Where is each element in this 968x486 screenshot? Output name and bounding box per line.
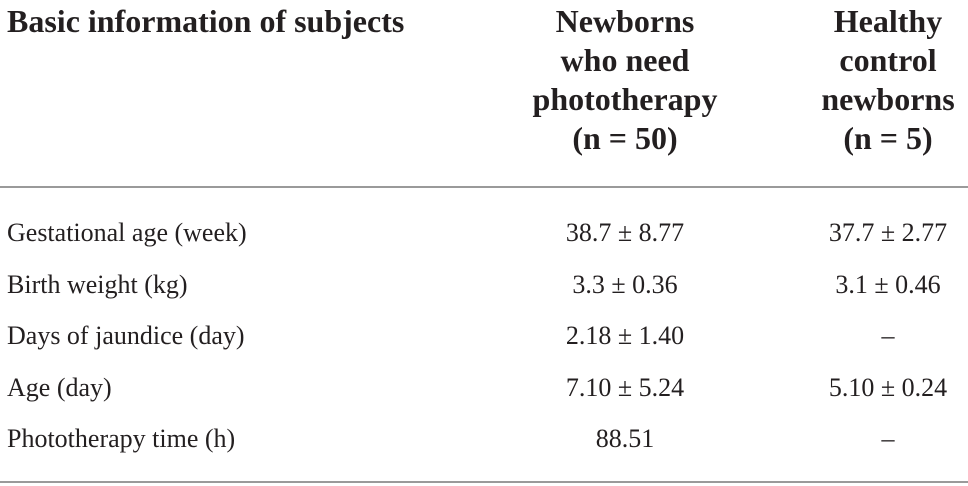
cell-value: 38.7 ± 8.77 — [565, 218, 685, 247]
cell-value: 2.18 ± 1.40 — [565, 321, 685, 350]
row-label: Age (day) — [7, 372, 112, 402]
header-line: control — [839, 42, 937, 78]
row-label: Phototherapy time (h) — [7, 424, 236, 453]
row-label: Birth weight (kg) — [7, 269, 188, 299]
cell-value: 7.10 ± 5.24 — [565, 372, 685, 402]
row-label: Days of jaundice (day) — [7, 321, 245, 350]
header-line: (n = 50) — [572, 120, 678, 156]
cell-value: 37.7 ± 2.77 — [828, 218, 948, 247]
cell-value: – — [881, 321, 895, 350]
header-line: phototherapy — [532, 81, 718, 117]
cell-value: 5.10 ± 0.24 — [828, 372, 948, 402]
header-column: Newborns who need phototherapy (n = 50) — [495, 2, 755, 158]
header-rule — [0, 186, 968, 188]
cell-value: 88.51 — [595, 424, 655, 453]
header-line: (n = 5) — [843, 120, 933, 156]
cell-value: 3.3 ± 0.36 — [572, 269, 678, 299]
header-column: Healthy control newborns (n = 5) — [758, 2, 968, 158]
header-line: Newborns — [555, 3, 695, 39]
cell-value: – — [881, 424, 895, 453]
bottom-rule — [0, 481, 968, 483]
header-line: newborns — [821, 81, 955, 117]
row-label: Gestational age (week) — [7, 218, 247, 247]
header-line: who need — [560, 42, 690, 78]
cell-value: 3.1 ± 0.46 — [835, 269, 941, 299]
header-line: Healthy — [833, 3, 943, 39]
header-label: Basic information of subjects — [7, 3, 405, 39]
